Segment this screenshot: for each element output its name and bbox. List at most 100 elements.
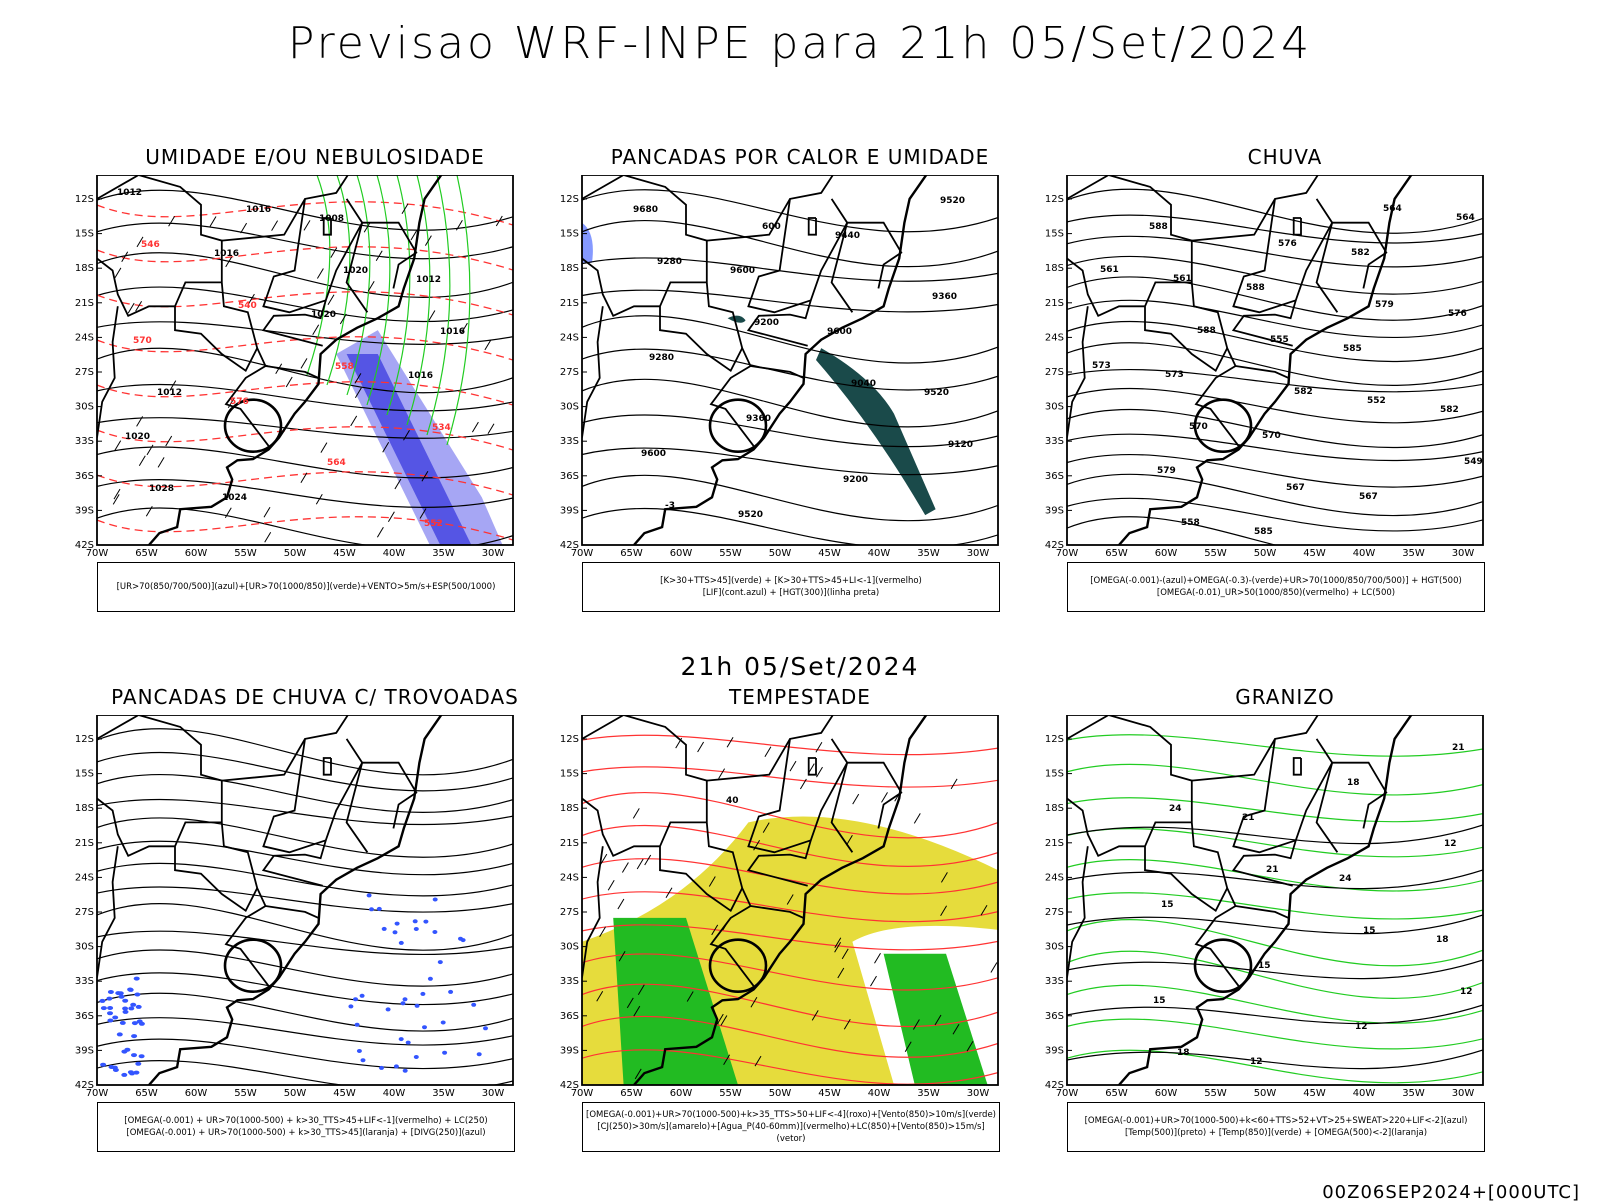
- contour-line: [1067, 497, 1483, 532]
- divergence-spot: [400, 1001, 406, 1006]
- divergence-spot: [423, 919, 429, 924]
- legend-box: [UR>70(850/700/500)](azul)+[UR>70(1000/8…: [97, 562, 515, 612]
- wind-vector: [394, 478, 402, 490]
- uruguay-outline: [1193, 398, 1253, 453]
- divergence-spot: [402, 1068, 408, 1073]
- lat-tick-label: 27S: [560, 907, 579, 918]
- contour-line: [97, 817, 513, 858]
- wind-vector: [618, 950, 626, 962]
- border-line: [750, 905, 804, 919]
- uruguay-outline: [223, 398, 283, 453]
- lon-tick-label: 40W: [868, 1088, 891, 1099]
- wind-vector: [599, 926, 607, 938]
- contour-line: [97, 1017, 513, 1046]
- contour-label: 1012: [157, 388, 182, 398]
- wind-vector: [300, 358, 308, 369]
- contour-line: [1067, 950, 1483, 999]
- contour-line: [1067, 473, 1483, 517]
- wind-vector: [113, 488, 121, 500]
- contour-label: 1020: [343, 266, 368, 276]
- contour-label: 561: [1100, 265, 1119, 275]
- lat-tick-label: 15S: [75, 229, 94, 240]
- lat-tick-label: 21S: [560, 298, 579, 309]
- lon-tick-label: 30W: [1452, 548, 1475, 559]
- map-frame: [1066, 175, 1484, 546]
- wind-vector: [940, 905, 948, 916]
- lon-tick-label: 35W: [917, 1088, 940, 1099]
- wind-vector: [723, 1054, 731, 1066]
- wind-vector: [339, 313, 347, 325]
- contour-line: [582, 766, 998, 788]
- wind-vector: [697, 741, 705, 753]
- lat-tick-label: 15S: [560, 769, 579, 780]
- divergence-spot: [458, 936, 463, 941]
- lat-tick-label: 18S: [560, 263, 579, 274]
- contour-line: [1067, 369, 1483, 393]
- legend-box: [K>30+TTS>45](verde) + [K>30+TTS>45+LI<-…: [582, 562, 1000, 612]
- lat-tick-label: 24S: [560, 872, 579, 883]
- coastline: [633, 715, 928, 1085]
- contour-label: 1012: [117, 188, 142, 198]
- wind-vector: [837, 967, 845, 979]
- border-line: [807, 217, 817, 236]
- wind-vector: [375, 250, 383, 262]
- border-line: [659, 281, 744, 373]
- wind-vector: [633, 1005, 641, 1017]
- contour-line: [97, 751, 513, 792]
- contour-label: 12: [1355, 1022, 1368, 1032]
- divergence-spot: [437, 960, 443, 965]
- contour-label: 9040: [851, 379, 876, 389]
- wind-vector: [145, 506, 153, 517]
- panel-title: PANCADAS DE CHUVA C/ TROVOADAS: [111, 685, 519, 709]
- coastline: [1118, 175, 1413, 545]
- lon-tick-label: 40W: [383, 1088, 406, 1099]
- wind-vector: [708, 876, 716, 887]
- lon-tick-label: 70W: [1056, 1088, 1079, 1099]
- wind-vector: [350, 415, 358, 427]
- divergence-spot: [100, 1062, 107, 1067]
- divergence-spot: [414, 1003, 420, 1008]
- wind-vector: [410, 229, 418, 241]
- wind-vector: [271, 220, 279, 231]
- wind-vector: [750, 996, 758, 1008]
- contour-label: 1008: [319, 214, 344, 224]
- wind-vector: [300, 472, 308, 484]
- wind-vector: [843, 1019, 851, 1030]
- lat-tick-label: 36S: [75, 471, 94, 482]
- lat-tick-label: 42S: [560, 1080, 579, 1091]
- contour-label: 585: [1343, 344, 1362, 354]
- divergence-spot: [122, 998, 129, 1003]
- contour-line: [1067, 276, 1483, 321]
- lon-tick-label: 30W: [482, 1088, 505, 1099]
- coastline: [148, 175, 443, 545]
- lat-tick-label: 33S: [1045, 436, 1064, 447]
- contour-line: [1067, 516, 1278, 545]
- legend-line: [OMEGA(-0.001) + UR>70(1000-500) + k>30_…: [124, 1116, 488, 1126]
- lat-tick-label: 33S: [75, 976, 94, 987]
- border-line: [322, 757, 332, 776]
- divergence-spot: [107, 1006, 114, 1010]
- wind-vector: [600, 853, 608, 865]
- wind-vector: [617, 898, 625, 910]
- lon-tick-label: 45W: [1303, 1088, 1326, 1099]
- lat-tick-label: 24S: [560, 332, 579, 343]
- lat-tick-label: 21S: [1045, 838, 1064, 849]
- lon-tick-label: 45W: [1303, 548, 1326, 559]
- border-line: [1292, 757, 1302, 776]
- lat-tick-label: 33S: [75, 436, 94, 447]
- border-line: [345, 762, 369, 853]
- wind-vector: [327, 294, 335, 305]
- lat-tick-label: 21S: [75, 838, 94, 849]
- divergence-spot: [134, 992, 141, 997]
- wind-vector: [852, 793, 860, 805]
- border-line: [261, 840, 327, 887]
- contour-label: 9280: [649, 353, 674, 363]
- temp500-contour: [1067, 869, 1483, 890]
- legend-line: [OMEGA(-0.001)+UR>70(1000-500)+k<60+TTS>…: [1084, 1116, 1468, 1126]
- lif-shading: [582, 222, 593, 263]
- legend-box: [OMEGA(-0.001)+UR>70(1000-500)+k<60+TTS>…: [1067, 1102, 1485, 1152]
- border-line: [582, 846, 604, 978]
- legend-line: [OMEGA(-0.001) + UR>70(1000-500) + k>30_…: [126, 1128, 486, 1138]
- border-line: [1191, 175, 1319, 242]
- border-line: [659, 821, 744, 913]
